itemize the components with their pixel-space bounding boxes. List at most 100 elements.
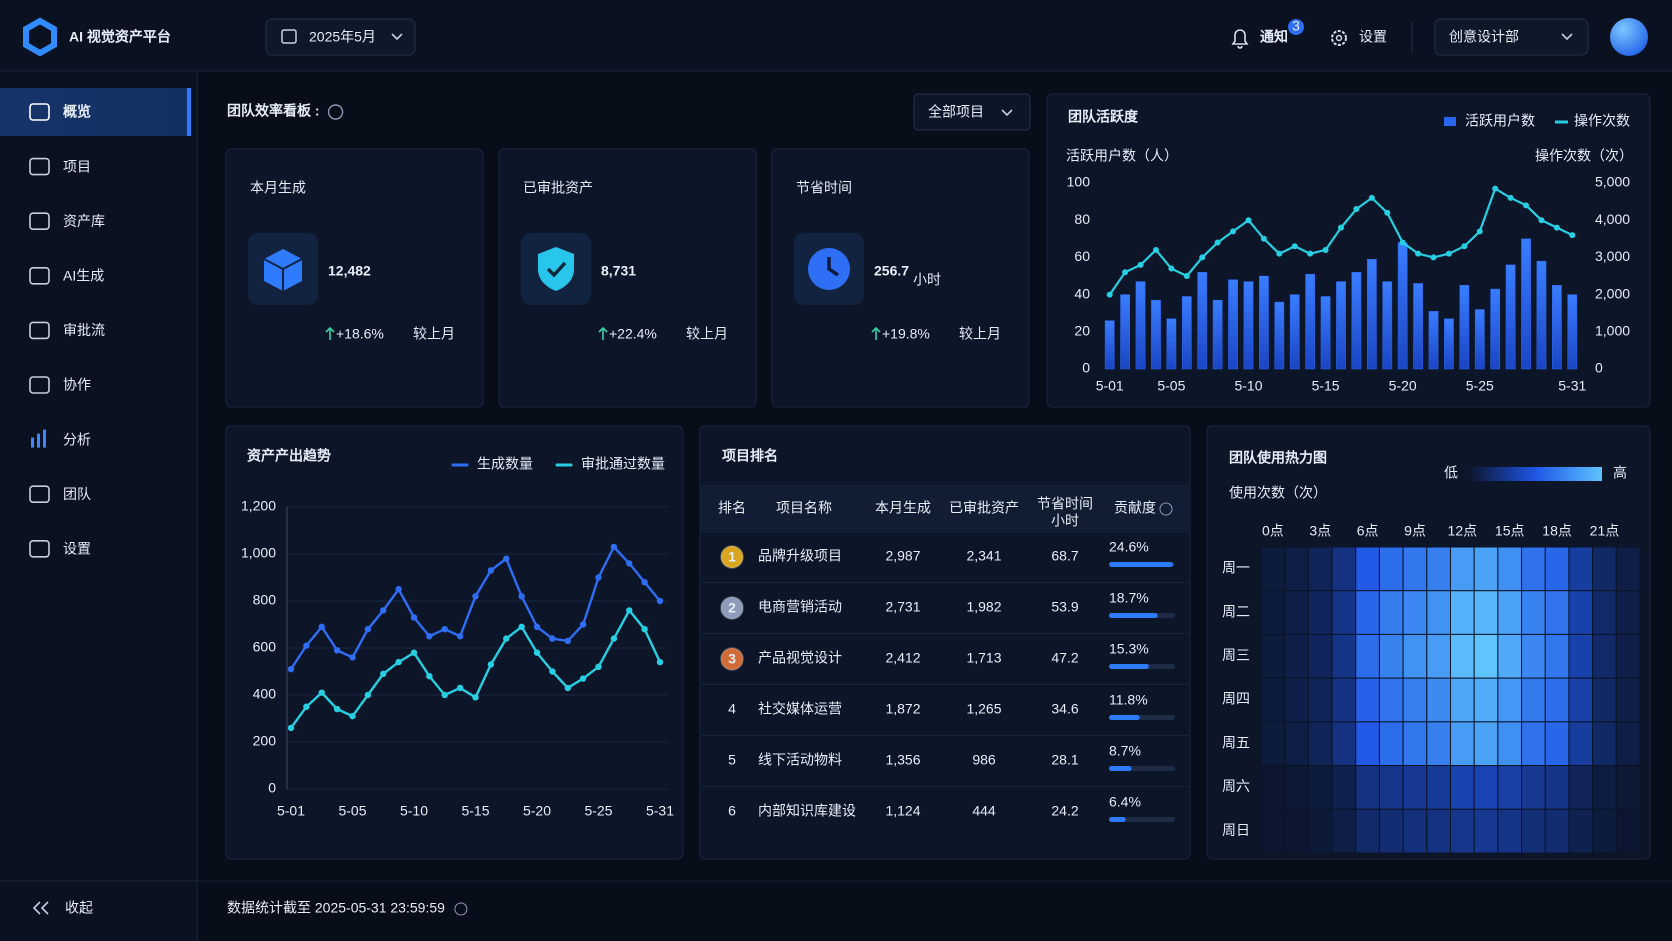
- sidebar-icon: [29, 212, 50, 230]
- y2-tick-label: 2,000: [1595, 285, 1630, 301]
- line-point: [456, 684, 464, 692]
- chevron: [1561, 33, 1573, 41]
- sidebar-item[interactable]: 团队: [63, 486, 91, 502]
- filter-text: 全部项目: [928, 104, 984, 120]
- x-tick-label: 5-20: [1389, 378, 1417, 394]
- heat-cell: [1544, 721, 1570, 767]
- cell-approved: 986: [972, 752, 996, 768]
- cell-approved: 444: [972, 803, 996, 819]
- project-name: 内部知识库建设: [758, 803, 856, 819]
- heat-cell: [1355, 677, 1380, 723]
- heat-cell: [1402, 721, 1428, 767]
- heat-cell: [1568, 633, 1594, 679]
- share-bar: [1109, 562, 1173, 567]
- line-point: [318, 623, 325, 631]
- table-title: 项目排名: [722, 448, 778, 464]
- table-header-bg: [701, 485, 1189, 533]
- sidebar-item[interactable]: 资产库: [63, 213, 105, 229]
- sidebar: [0, 72, 197, 941]
- y-tick-label: 20: [1074, 323, 1090, 339]
- bar: [1490, 288, 1501, 370]
- sidebar-active-bg: [0, 88, 190, 136]
- bar: [1166, 318, 1177, 370]
- bell-icon[interactable]: [1231, 29, 1249, 49]
- date-text: 2025年5月: [309, 29, 376, 45]
- sidebar-item[interactable]: 协作: [63, 377, 91, 393]
- kpi-icon: [538, 247, 574, 291]
- table-header: 项目名称: [776, 500, 832, 516]
- line-point: [579, 675, 587, 682]
- kpi-title: 本月生成: [250, 180, 306, 196]
- heat-cell: [1592, 808, 1617, 854]
- sidebar-icon: [29, 157, 50, 176]
- y-tick-label: 0: [1082, 360, 1090, 376]
- y-tick-label: 80: [1074, 211, 1090, 227]
- bar: [1120, 294, 1131, 370]
- heat-cell: [1402, 677, 1428, 723]
- sidebar-active-bar: [187, 88, 191, 136]
- line-point: [626, 607, 633, 614]
- line-point: [549, 635, 556, 642]
- share-label: 24.6%: [1109, 539, 1149, 555]
- sidebar-icon: [29, 376, 50, 394]
- sidebar-icon: [29, 266, 50, 285]
- collapse-icon[interactable]: [32, 901, 49, 915]
- line-point: [1368, 194, 1375, 201]
- line-point: [1106, 291, 1113, 298]
- heat-cell: [1355, 765, 1380, 810]
- project-name: 品牌升级项目: [758, 548, 842, 564]
- sidebar-item[interactable]: 审批流: [63, 322, 105, 338]
- line-point: [656, 658, 664, 666]
- heat-cell: [1568, 677, 1594, 723]
- cell-saved: 28.1: [1051, 752, 1078, 768]
- line-point: [1276, 250, 1283, 257]
- line-point: [333, 647, 341, 654]
- heat-cell: [1307, 677, 1333, 723]
- gear-icon[interactable]: [1331, 30, 1347, 46]
- avatar[interactable]: [1610, 18, 1648, 56]
- x-tick-label: 0点: [1262, 523, 1284, 539]
- heat-cell: [1568, 590, 1594, 635]
- heat-cell: [1615, 765, 1641, 810]
- rank-text: 2: [728, 600, 736, 616]
- y-tick-label: 40: [1074, 285, 1090, 301]
- sidebar-item[interactable]: AI生成: [63, 268, 104, 284]
- rank-text: 4: [728, 701, 736, 717]
- kpi-card: [225, 148, 484, 408]
- x-tick-label: 5-25: [584, 803, 612, 819]
- date-picker[interactable]: [265, 18, 416, 56]
- line-point: [1492, 185, 1499, 192]
- line-point: [533, 649, 541, 656]
- y-tick-label: 400: [253, 686, 277, 702]
- x-tick-label: 5-31: [646, 803, 674, 819]
- kpi-compare: 较上月: [413, 326, 455, 342]
- heat-cell: [1615, 546, 1641, 592]
- cell-saved: 34.6: [1051, 701, 1078, 717]
- heat-cell: [1568, 765, 1594, 810]
- heat-cell: [1450, 721, 1475, 767]
- dept-select[interactable]: [1434, 18, 1589, 56]
- sidebar-item[interactable]: 项目: [63, 158, 91, 174]
- sidebar-item[interactable]: 概览: [63, 104, 91, 120]
- kpi-title: 节省时间: [796, 180, 852, 196]
- sidebar-item[interactable]: 分析: [63, 431, 91, 447]
- line-point: [518, 593, 525, 600]
- cell-approved: 1,982: [966, 599, 1001, 615]
- bar: [1336, 281, 1346, 370]
- heat-cell: [1402, 633, 1428, 679]
- x-tick-label: 6点: [1357, 523, 1379, 539]
- y-tick-label: 0: [268, 780, 276, 796]
- sidebar-item[interactable]: 设置: [63, 541, 91, 557]
- cell-saved: 68.7: [1051, 548, 1078, 564]
- share-label: 15.3%: [1109, 641, 1149, 657]
- bar: [1212, 299, 1223, 370]
- heat-cell: [1260, 633, 1286, 679]
- filter-select[interactable]: [913, 93, 1031, 131]
- project-name: 电商营销活动: [758, 599, 842, 615]
- heat-cell: [1521, 633, 1546, 679]
- line-point: [1430, 254, 1437, 261]
- line-point: [1384, 209, 1391, 216]
- heat-cell: [1284, 546, 1309, 592]
- heat-cell: [1568, 721, 1594, 767]
- line-point: [1152, 246, 1159, 253]
